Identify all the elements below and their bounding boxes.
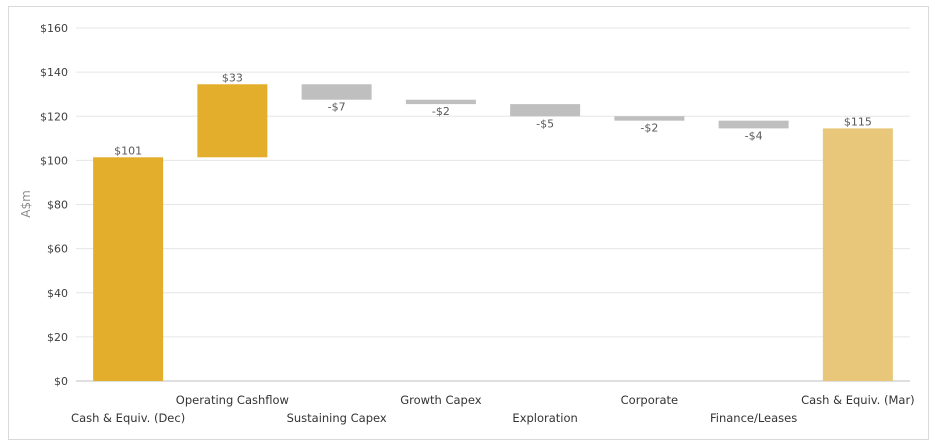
bar [301, 84, 372, 100]
data-label: $101 [114, 144, 142, 157]
x-category-label: Corporate [621, 393, 679, 407]
data-labels: $101 $33 -$7 -$2 -$5 -$2 -$4 $115 [114, 71, 872, 157]
y-axis-label: A$m [19, 190, 33, 218]
y-tick-label: $40 [47, 287, 68, 300]
bar [822, 128, 893, 381]
gridlines [76, 27, 910, 382]
y-tick-label: $160 [40, 22, 68, 35]
y-tick-label: $20 [47, 331, 68, 344]
data-label: -$2 [640, 122, 658, 135]
x-category-label: Cash & Equiv. (Mar) [801, 393, 915, 407]
y-tick-label: $0 [54, 375, 68, 388]
y-tick-label: $80 [47, 199, 68, 212]
data-label: -$4 [745, 129, 763, 142]
data-label: -$5 [536, 117, 554, 130]
bar [197, 84, 268, 158]
data-label: -$7 [328, 101, 346, 114]
data-label: $33 [222, 71, 243, 84]
x-category-label: Finance/Leases [710, 411, 797, 425]
y-tick-label: $100 [40, 154, 68, 167]
bar [718, 120, 789, 129]
chart-frame [8, 6, 929, 440]
x-axis-categories: Cash & Equiv. (Dec) Operating Cashflow Sus… [71, 393, 915, 425]
bar [510, 104, 581, 117]
x-category-label: Cash & Equiv. (Dec) [71, 411, 185, 425]
bar [93, 157, 164, 381]
x-category-label: Growth Capex [400, 393, 482, 407]
data-label: $115 [844, 115, 872, 128]
bar [405, 99, 476, 105]
x-category-label: Exploration [512, 411, 577, 425]
y-tick-label: $140 [40, 66, 68, 79]
y-tick-label: $120 [40, 110, 68, 123]
y-axis-ticks: $0 $20 $40 $60 $80 $100 $120 $140 $160 [40, 22, 68, 388]
y-tick-label: $60 [47, 243, 68, 256]
bars [93, 84, 893, 381]
x-category-label: Operating Cashflow [176, 393, 289, 407]
data-label: -$2 [432, 105, 450, 118]
bar [614, 116, 685, 121]
x-category-label: Sustaining Capex [287, 411, 387, 425]
